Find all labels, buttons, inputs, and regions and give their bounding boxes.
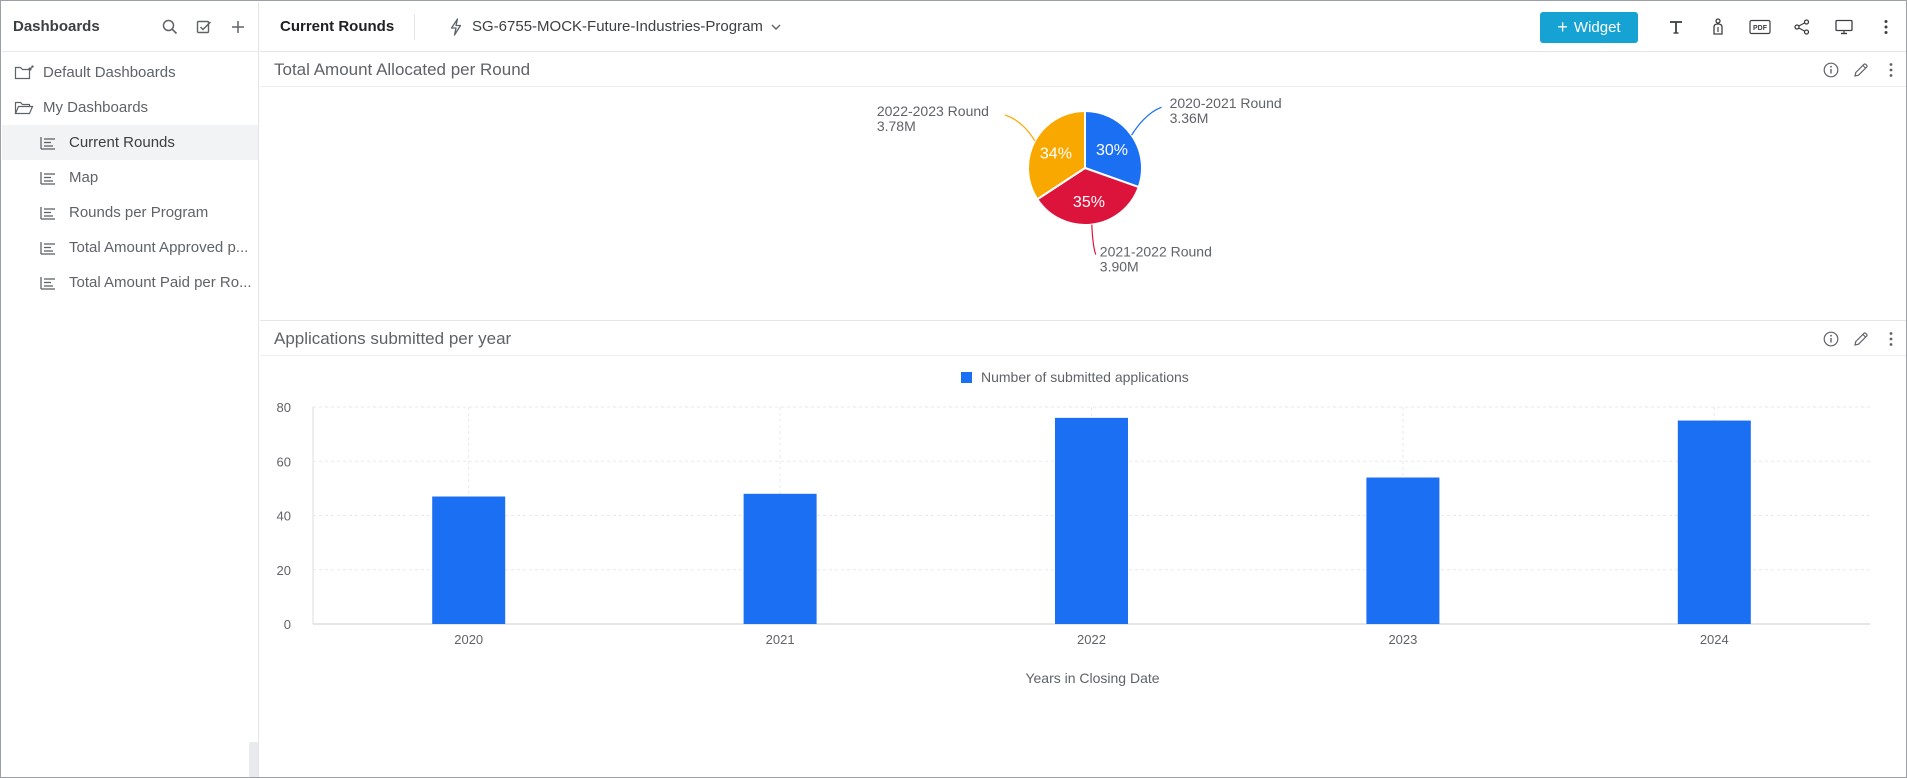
sidebar-item-label: Total Amount Paid per Ro... bbox=[69, 274, 252, 291]
x-axis-title: Years in Closing Date bbox=[1025, 670, 1159, 686]
sidebar-item-label: Total Amount Approved p... bbox=[69, 239, 249, 256]
sidebar-item-label: Rounds per Program bbox=[69, 204, 209, 221]
datasource-selector[interactable]: SG-6755-MOCK-Future-Industries-Program bbox=[449, 17, 781, 36]
widget-title: Applications submitted per year bbox=[274, 328, 512, 348]
search-icon[interactable] bbox=[161, 18, 179, 36]
pie-slice-label: 2020-2021 Round bbox=[1170, 95, 1282, 111]
bar-chart: Number of submitted applications 0 20 40 60 8… bbox=[277, 369, 1870, 686]
sidebar-header: Dashboards bbox=[2, 2, 258, 52]
add-icon[interactable] bbox=[229, 18, 247, 36]
widget-more-icon[interactable] bbox=[1881, 329, 1901, 349]
info-icon[interactable] bbox=[1821, 329, 1841, 349]
y-tick-label: 60 bbox=[277, 454, 291, 469]
dashboard-list-icon bbox=[39, 204, 57, 222]
pie-slice-value: 3.36M bbox=[1170, 110, 1209, 126]
sidebar-title: Dashboards bbox=[13, 18, 100, 35]
folder-label: My Dashboards bbox=[43, 99, 149, 116]
pie-slice-2021-2022-round[interactable] bbox=[1035, 166, 1140, 226]
edit-pencil-icon[interactable] bbox=[1851, 329, 1871, 349]
filter-person-icon[interactable] bbox=[1697, 12, 1739, 42]
pie-slice-value: 3.90M bbox=[1100, 259, 1139, 275]
sidebar-item-label: Current Rounds bbox=[69, 134, 175, 151]
page-title: Current Rounds bbox=[260, 13, 415, 40]
x-tick-label: 2022 bbox=[1077, 632, 1106, 647]
folder-label: Default Dashboards bbox=[43, 64, 176, 81]
more-options-icon[interactable] bbox=[1865, 12, 1906, 42]
toolbar-actions: + Widget PDF bbox=[1540, 2, 1906, 52]
x-tick-label: 2024 bbox=[1700, 632, 1729, 647]
sidebar-item-total-amount-approved[interactable]: Total Amount Approved p... bbox=[2, 230, 258, 265]
pie-percent-label: 30% bbox=[1096, 142, 1128, 159]
monitor-icon[interactable] bbox=[1823, 12, 1865, 42]
bar-2021[interactable] bbox=[743, 493, 817, 624]
dashboard-list-icon bbox=[39, 239, 57, 257]
pie-percent-label: 34% bbox=[1040, 145, 1072, 162]
sidebar-item-current-rounds[interactable]: Current Rounds bbox=[2, 125, 258, 160]
bar-2022[interactable] bbox=[1055, 417, 1128, 624]
x-tick-label: 2023 bbox=[1388, 632, 1417, 647]
y-tick-label: 0 bbox=[284, 617, 291, 632]
y-tick-label: 20 bbox=[277, 563, 291, 578]
folder-my-dashboards[interactable]: My Dashboards bbox=[2, 90, 258, 125]
sidebar: Dashboards Default Dashboards bbox=[2, 2, 259, 777]
bar-widget: Applications submitted per year Number o… bbox=[260, 322, 1906, 777]
widget-more-icon[interactable] bbox=[1881, 60, 1901, 80]
widget-button-label: Widget bbox=[1573, 18, 1621, 36]
widget-header: Applications submitted per year bbox=[260, 322, 1906, 356]
open-folder-icon bbox=[13, 99, 35, 117]
sidebar-item-label: Map bbox=[69, 169, 99, 186]
dashboard-toolbar: Current Rounds SG-6755-MOCK-Future-Indus… bbox=[260, 2, 1906, 52]
folder-default-dashboards[interactable]: Default Dashboards bbox=[2, 55, 258, 90]
legend-swatch bbox=[961, 372, 972, 383]
dashboard-list-icon bbox=[39, 134, 57, 152]
sidebar-actions bbox=[161, 18, 247, 36]
bar-2024[interactable] bbox=[1677, 420, 1751, 624]
sidebar-item-total-amount-paid[interactable]: Total Amount Paid per Ro... bbox=[2, 265, 258, 300]
sidebar-item-rounds-per-program[interactable]: Rounds per Program bbox=[2, 195, 258, 230]
pie-leader-line bbox=[1131, 106, 1162, 136]
widget-tools bbox=[1821, 322, 1901, 356]
chart-legend[interactable]: Number of submitted applications bbox=[961, 369, 1189, 385]
dashboard-list-icon bbox=[39, 169, 57, 187]
y-tick-label: 80 bbox=[277, 400, 291, 415]
x-tick-label: 2020 bbox=[454, 632, 483, 647]
edit-checklist-icon[interactable] bbox=[195, 18, 213, 36]
pie-slice-value: 3.78M bbox=[877, 118, 916, 134]
text-icon[interactable] bbox=[1655, 12, 1697, 42]
widget-header: Total Amount Allocated per Round bbox=[260, 53, 1906, 87]
sidebar-item-map[interactable]: Map bbox=[2, 160, 258, 195]
pie-percent-label: 35% bbox=[1073, 194, 1105, 211]
bar-2020[interactable] bbox=[432, 496, 506, 624]
info-icon[interactable] bbox=[1821, 60, 1841, 80]
dashboard-list-icon bbox=[39, 274, 57, 292]
bar-2023[interactable] bbox=[1366, 477, 1440, 624]
plus-icon: + bbox=[1557, 17, 1568, 37]
widget-tools bbox=[1821, 53, 1901, 87]
pie-leader-line bbox=[1004, 114, 1036, 142]
shared-folder-icon bbox=[13, 64, 35, 82]
widget-title: Total Amount Allocated per Round bbox=[274, 59, 531, 79]
pie-slice-label: 2021-2022 Round bbox=[1100, 244, 1212, 260]
add-widget-button[interactable]: + Widget bbox=[1540, 11, 1638, 43]
share-icon[interactable] bbox=[1781, 12, 1823, 42]
pie-slice-label: 2022-2023 Round bbox=[877, 103, 989, 119]
pdf-icon[interactable]: PDF bbox=[1739, 12, 1781, 42]
legend-label: Number of submitted applications bbox=[981, 369, 1189, 385]
pie-widget: Total Amount Allocated per Round 30% 2020… bbox=[260, 53, 1906, 321]
chevron-down-icon bbox=[771, 23, 781, 31]
x-tick-label: 2021 bbox=[766, 632, 795, 647]
sidebar-resize-handle[interactable] bbox=[249, 742, 258, 777]
datasource-label: SG-6755-MOCK-Future-Industries-Program bbox=[472, 18, 763, 35]
bolt-icon bbox=[449, 17, 463, 36]
y-tick-label: 40 bbox=[277, 509, 291, 524]
pie-leader-line bbox=[1091, 224, 1097, 255]
edit-pencil-icon[interactable] bbox=[1851, 60, 1871, 80]
pie-slice-2022-2023-round[interactable] bbox=[1027, 109, 1086, 201]
svg-text:PDF: PDF bbox=[1753, 25, 1768, 32]
